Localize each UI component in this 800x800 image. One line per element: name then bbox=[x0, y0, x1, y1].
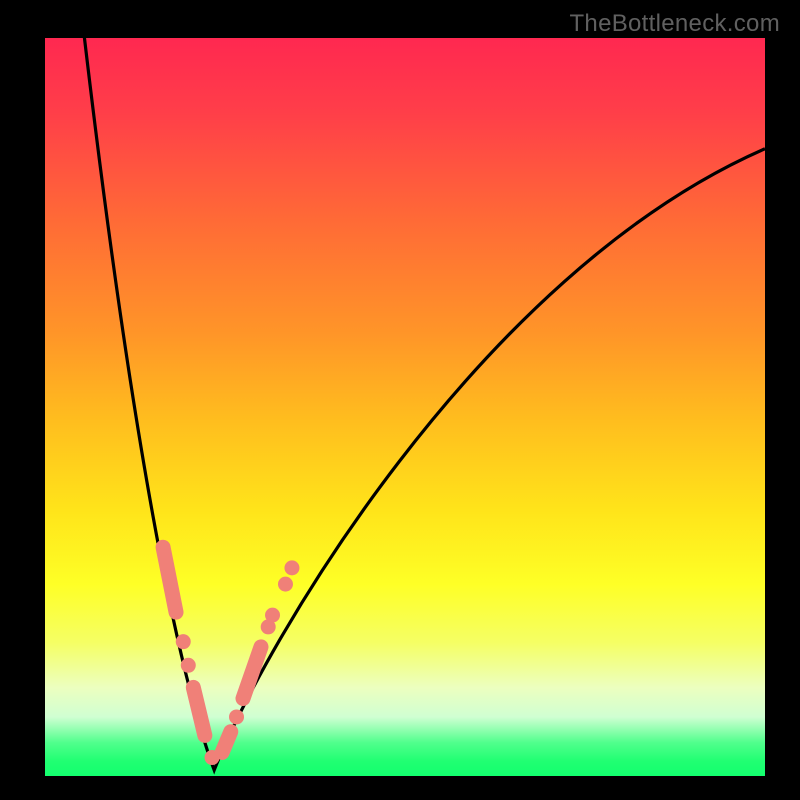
marker-dot bbox=[205, 750, 220, 765]
marker-dot bbox=[181, 658, 196, 673]
marker-pill bbox=[222, 732, 231, 753]
plot-area bbox=[45, 38, 765, 776]
marker-dot bbox=[229, 709, 244, 724]
marker-dot bbox=[265, 608, 280, 623]
watermark-text: TheBottleneck.com bbox=[569, 10, 780, 38]
marker-dot bbox=[278, 577, 293, 592]
chart-svg bbox=[45, 38, 765, 776]
marker-dot bbox=[176, 634, 191, 649]
marker-dot bbox=[284, 560, 299, 575]
chart-container: TheBottleneck.com bbox=[0, 0, 800, 800]
